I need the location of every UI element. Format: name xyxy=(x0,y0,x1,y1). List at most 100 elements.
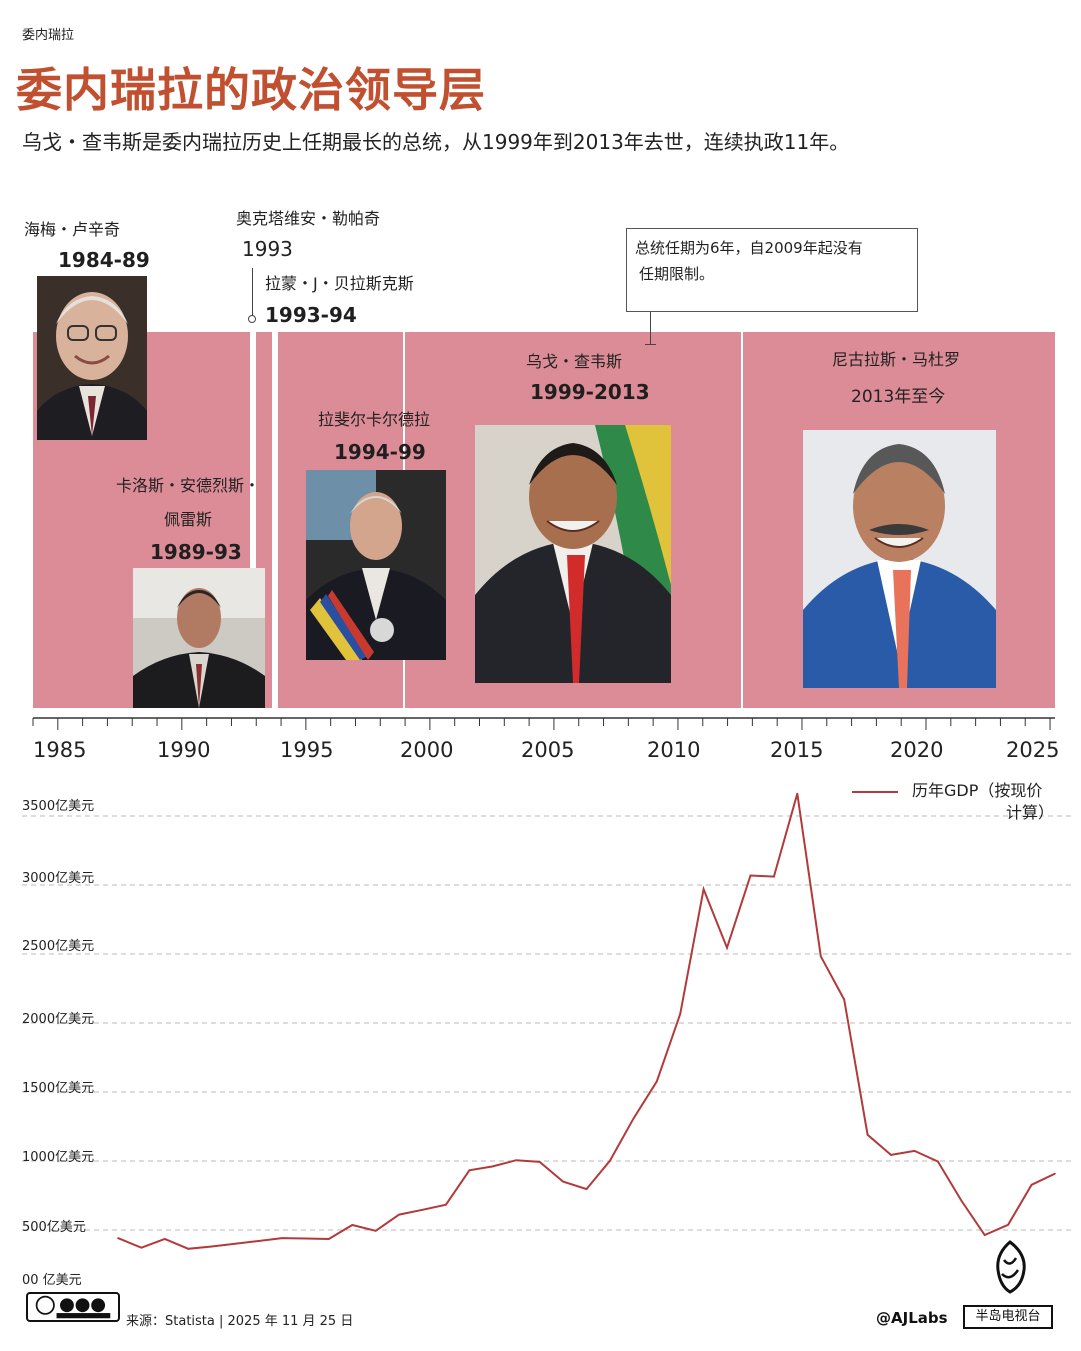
leader-name-chavez: 乌戈・查韦斯 xyxy=(526,352,623,371)
legend-label-line2: 计算） xyxy=(1006,803,1055,822)
gdp-point-1987 xyxy=(187,1248,190,1250)
leader-name-perez-line2: 佩雷斯 xyxy=(164,510,213,529)
term-limit-note: 总统任期为6年，自2009年起没有 任期限制。 xyxy=(626,228,918,312)
gdp-point-2021 xyxy=(983,1234,986,1236)
gdp-point-1995 xyxy=(374,1229,377,1232)
gdp-point-1997 xyxy=(421,1208,424,1211)
y-tick-label-0: 00 亿美元 xyxy=(22,1273,82,1288)
axis-label-2025: 2025 xyxy=(1006,738,1060,762)
page-title: 委内瑞拉的政治领导层 xyxy=(16,63,486,117)
gdp-point-1998 xyxy=(445,1203,447,1206)
gdp-point-2003 xyxy=(562,1180,564,1183)
gdp-point-2000 xyxy=(492,1165,494,1168)
lepage-marker xyxy=(248,315,256,323)
term-limit-note-line2: 任期限制。 xyxy=(639,265,715,283)
gdp-point-2010 xyxy=(726,946,728,949)
gdp-point-1986 xyxy=(164,1238,166,1240)
axis-label-1985: 1985 xyxy=(33,738,87,762)
gdp-point-2009 xyxy=(702,888,705,891)
gdp-point-2001 xyxy=(515,1159,518,1162)
gdp-point-1984 xyxy=(117,1237,119,1239)
subtitle: 乌戈・查韦斯是委内瑞拉历史上任期最长的总统，从1999年到2013年去世，连续执… xyxy=(22,130,850,154)
leader-years-velasquez: 1993-94 xyxy=(265,303,357,327)
leader-name-caldera: 拉斐尔卡尔德拉 xyxy=(318,410,431,429)
brand-box: 半岛电视台 xyxy=(963,1305,1053,1329)
gdp-point-2018 xyxy=(913,1150,916,1152)
gdp-point-1992 xyxy=(304,1237,307,1240)
gdp-point-2012 xyxy=(773,875,775,878)
y-tick-label-3500: 3500亿美元 xyxy=(22,799,95,814)
ajlabs-handle: @AJLabs xyxy=(876,1309,948,1327)
gdp-point-2011 xyxy=(749,874,752,877)
gdp-point-2014 xyxy=(819,955,822,958)
eyebrow: 委内瑞拉 xyxy=(22,28,75,43)
gdp-point-2002 xyxy=(538,1161,541,1163)
timeline-axis xyxy=(32,717,1055,730)
y-tick-label-1500: 1500亿美元 xyxy=(22,1081,95,1096)
gdp-line-chart xyxy=(22,792,1075,1250)
term-limit-note-line1: 总统任期为6年，自2009年起没有 xyxy=(635,239,863,257)
y-tick-label-1000: 1000亿美元 xyxy=(22,1150,95,1165)
gdp-point-2013 xyxy=(796,792,799,795)
leader-name-lepage: 奥克塔维安・勒帕奇 xyxy=(236,209,381,228)
legend-swatch xyxy=(852,791,898,793)
leader-years-maduro: 2013年至今 xyxy=(851,387,946,407)
leader-name-velasquez: 拉蒙・J・贝拉斯克斯 xyxy=(265,274,414,293)
axis-label-2015: 2015 xyxy=(770,738,824,762)
cc-license-badge xyxy=(26,1292,120,1322)
gdp-point-2017 xyxy=(890,1154,892,1156)
y-tick-label-3000: 3000亿美元 xyxy=(22,871,95,886)
source-note: 来源：Statista | 2025 年 11 月 25 日 xyxy=(126,1314,354,1329)
legend-label: 历年GDP（按现价 计算） xyxy=(912,780,1062,824)
leader-name-maduro: 尼古拉斯・马杜罗 xyxy=(832,350,961,369)
y-tick-label-2000: 2000亿美元 xyxy=(22,1012,95,1027)
gdp-point-2004 xyxy=(585,1188,588,1190)
gdp-point-2005 xyxy=(609,1159,611,1162)
y-tick-label-2500: 2500亿美元 xyxy=(22,939,95,954)
portrait-chavez xyxy=(475,425,671,683)
axis-label-1995: 1995 xyxy=(280,738,334,762)
leader-years-caldera: 1994-99 xyxy=(334,440,426,464)
portrait-perez xyxy=(133,568,265,708)
leader-years-perez: 1989-93 xyxy=(150,540,242,564)
leader-years-lusinchi: 1984-89 xyxy=(58,248,150,272)
leader-name-perez-line1: 卡洛斯・安德烈斯・ xyxy=(116,476,261,495)
y-tick-label-500: 500亿美元 xyxy=(22,1220,86,1235)
portrait-maduro xyxy=(803,430,996,688)
aljazeera-logo-icon xyxy=(990,1240,1030,1298)
gdp-point-1999 xyxy=(468,1169,471,1172)
gdp-point-1990 xyxy=(257,1240,260,1242)
gdp-point-1991 xyxy=(281,1237,283,1239)
legend-label-line1: 历年GDP（按现价 xyxy=(912,781,1043,800)
gdp-point-2007 xyxy=(655,1080,658,1083)
axis-label-1990: 1990 xyxy=(157,738,211,762)
gdp-point-2024 xyxy=(1054,1172,1056,1175)
gdp-point-2023 xyxy=(1030,1184,1033,1186)
gdp-point-1996 xyxy=(398,1213,400,1216)
axis-label-2000: 2000 xyxy=(400,738,454,762)
axis-label-2005: 2005 xyxy=(521,738,575,762)
gdp-point-2006 xyxy=(632,1117,635,1120)
gdp-point-1988 xyxy=(210,1245,213,1248)
gdp-point-1985 xyxy=(140,1246,143,1249)
gdp-point-1994 xyxy=(351,1224,354,1226)
axis-label-2010: 2010 xyxy=(647,738,701,762)
gdp-point-2019 xyxy=(937,1160,939,1163)
note-pointer-foot xyxy=(645,344,656,345)
leader-years-chavez: 1999-2013 xyxy=(530,380,650,404)
portrait-caldera xyxy=(306,470,446,660)
gdp-point-2020 xyxy=(960,1199,963,1202)
gdp-point-2015 xyxy=(843,998,845,1001)
gdp-series-line xyxy=(117,793,1056,1250)
gdp-point-2016 xyxy=(866,1134,869,1136)
axis-label-2020: 2020 xyxy=(890,738,944,762)
portrait-lusinchi xyxy=(37,276,147,440)
gdp-point-1993 xyxy=(328,1238,330,1240)
gdp-point-1989 xyxy=(234,1242,236,1245)
lepage-leader-line xyxy=(252,268,253,316)
note-pointer-line xyxy=(650,312,651,344)
leader-name-lusinchi: 海梅・卢辛奇 xyxy=(24,220,121,239)
gdp-point-2022 xyxy=(1007,1224,1009,1226)
leader-years-lepage: 1993 xyxy=(242,237,293,261)
gdp-point-2008 xyxy=(679,1013,681,1015)
